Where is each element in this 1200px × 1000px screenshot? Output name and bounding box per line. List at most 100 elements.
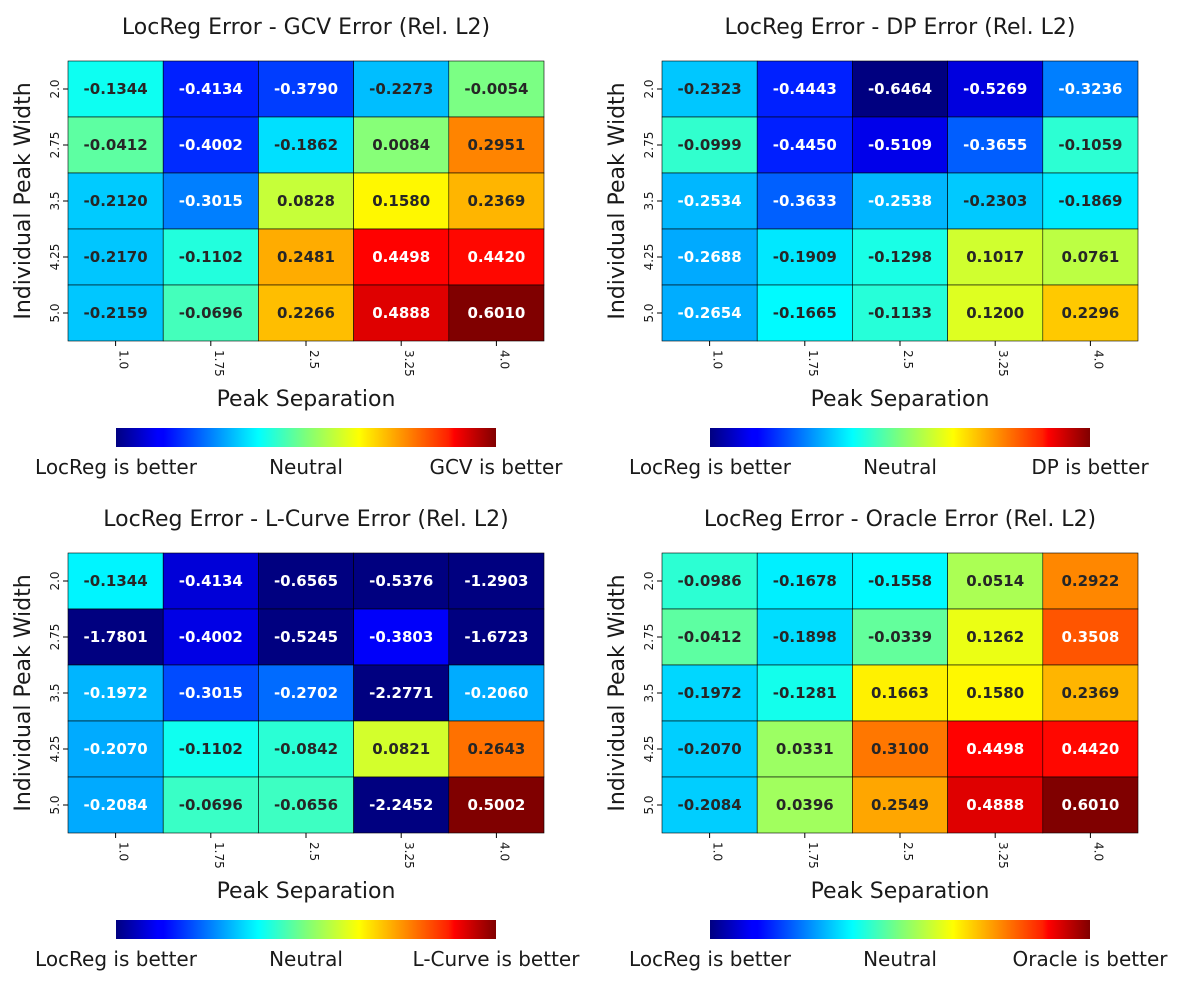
colorbar-label: Neutral [863,947,937,971]
heatmap-cell [448,776,545,834]
y-tick-label: 2.0 [48,79,62,98]
cell-value-label: -0.2538 [868,192,932,210]
cell-value-label: -2.2771 [369,684,433,702]
cell-value-label: -0.2323 [678,80,742,98]
heatmap-cell [947,608,1044,666]
cell-value-label: -0.1102 [179,740,243,758]
heatmap-cell [756,608,853,666]
cell-value-label: -1.2903 [464,572,528,590]
heatmap-cell [947,552,1044,610]
heatmap-cell [162,60,259,118]
heatmap-cell [353,172,450,230]
cell-value-label: -0.6464 [868,80,932,98]
cell-value-label: -0.4002 [179,628,243,646]
cell-value-label: -0.4134 [179,572,243,590]
cell-value-label: 0.0396 [776,796,834,814]
heatmap-cell [353,228,450,286]
y-axis-label: Individual Peak Width [605,82,630,319]
heatmap-cell [67,664,164,722]
cell-value-label: -0.3803 [369,628,433,646]
heatmap-cell [67,116,164,174]
heatmap-cell [661,552,758,610]
cell-value-label: 0.0821 [372,740,430,758]
cell-value-label: -2.2452 [369,796,433,814]
heatmap-cell [258,608,354,666]
cell-value-label: -0.1102 [179,248,243,266]
heatmap-cell [947,172,1044,230]
colorbar-label: LocReg is better [629,947,792,971]
heatmap-cell [852,172,948,230]
heatmap-cell [448,552,545,610]
heatmap-cell [67,284,164,342]
chart-title: LocReg Error - GCV Error (Rel. L2) [122,15,490,40]
x-tick-label: 2.5 [901,842,915,861]
heatmap-cell [852,552,948,610]
x-axis-label: Peak Separation [217,387,396,412]
heatmap-cell [1042,776,1139,834]
cell-value-label: -0.2534 [678,192,742,210]
cell-value-label: -0.3633 [773,192,837,210]
heatmap-cell [162,284,259,342]
heatmap-cell [947,116,1044,174]
x-tick-label: 1.75 [212,842,226,869]
cell-value-label: -0.2084 [84,796,148,814]
x-tick-label: 2.5 [307,350,321,369]
cell-value-label: 0.4888 [372,304,430,322]
cell-value-label: 0.4420 [467,248,525,266]
heatmap-cell [353,60,450,118]
cell-value-label: -0.1133 [868,304,932,322]
colorbar-label: LocReg is better [35,947,198,971]
cell-value-label: -0.0054 [464,80,528,98]
cell-value-label: -0.2654 [678,304,742,322]
colorbar-label: Neutral [269,947,343,971]
cell-value-label: 0.2266 [277,304,335,322]
heatmap-cell [661,664,758,722]
heatmap-cell [852,284,948,342]
y-tick-label: 3.5 [48,191,62,210]
y-tick-label: 2.0 [48,571,62,590]
x-axis-label: Peak Separation [217,879,396,904]
x-axis-label: Peak Separation [811,387,990,412]
cell-value-label: 0.6010 [1061,796,1119,814]
y-tick-label: 3.5 [642,683,656,702]
heatmap-cell [448,284,545,342]
y-tick-label: 4.25 [48,736,62,763]
heatmap-cell [756,228,853,286]
x-tick-label: 3.25 [996,350,1010,377]
cell-value-label: -0.0339 [868,628,932,646]
cell-value-label: -0.2303 [963,192,1027,210]
cell-value-label: 0.0514 [966,572,1024,590]
cell-value-label: -0.3236 [1058,80,1122,98]
heatmap-cell [162,552,259,610]
heatmap-panel-1: LocReg Error - GCV Error (Rel. L2) -0.134… [11,15,563,479]
heatmap-cell [1042,60,1139,118]
cell-value-label: 0.2369 [467,192,525,210]
cell-value-label: 0.0084 [372,136,430,154]
x-axis-label: Peak Separation [811,879,990,904]
x-tick-label: 2.5 [307,842,321,861]
x-tick-label: 4.0 [1091,350,1105,369]
colorbar-label: GCV is better [429,455,563,479]
cell-value-label: 0.3508 [1061,628,1119,646]
heatmap-cell [661,172,758,230]
cell-value-label: 0.4498 [372,248,430,266]
heatmap-cell [258,116,354,174]
heatmap-cell [67,776,164,834]
x-tick-label: 3.25 [402,350,416,377]
colorbar-label: DP is better [1031,455,1149,479]
cell-value-label: 0.2643 [467,740,525,758]
y-tick-label: 4.25 [48,244,62,271]
heatmap-cell [67,60,164,118]
cell-value-label: 0.4420 [1061,740,1119,758]
cell-value-label: -0.2120 [84,192,148,210]
heatmap-cell [162,172,259,230]
y-tick-label: 2.75 [48,132,62,159]
heatmap-cell [947,776,1044,834]
x-tick-label: 4.0 [497,350,511,369]
x-tick-label: 3.25 [402,842,416,869]
cell-value-label: 0.2549 [871,796,929,814]
cell-value-label: 0.0828 [277,192,335,210]
cell-value-label: -0.0412 [678,628,742,646]
cell-value-label: -0.2060 [464,684,528,702]
